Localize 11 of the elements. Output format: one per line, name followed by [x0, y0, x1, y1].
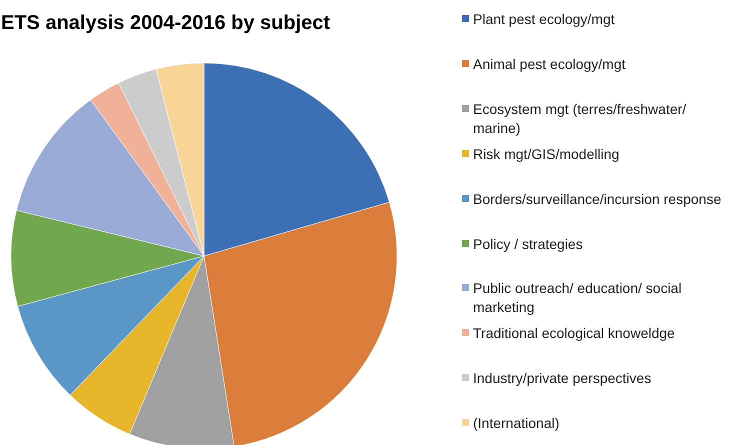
- chart-title: ETS analysis 2004-2016 by subject: [1, 12, 330, 34]
- legend-label: Traditional ecological knoweldge: [473, 324, 675, 344]
- legend-label: Ecosystem mgt (terres/freshwater/ marine): [473, 100, 688, 138]
- legend-label: Borders/surveillance/incursion response: [473, 190, 722, 209]
- legend-label: Animal pest ecology/mgt: [473, 54, 626, 74]
- legend-label: Industry/private perspectives: [473, 369, 652, 388]
- legend-label: Public outreach/ education/ social marketing: [473, 279, 683, 318]
- legend-label: Plant pest ecology/mgt: [473, 10, 615, 29]
- legend-label: Policy / strategies: [473, 234, 583, 254]
- legend-label: Risk mgt/GIS/modelling: [473, 144, 620, 164]
- legend-label: (International): [473, 414, 560, 434]
